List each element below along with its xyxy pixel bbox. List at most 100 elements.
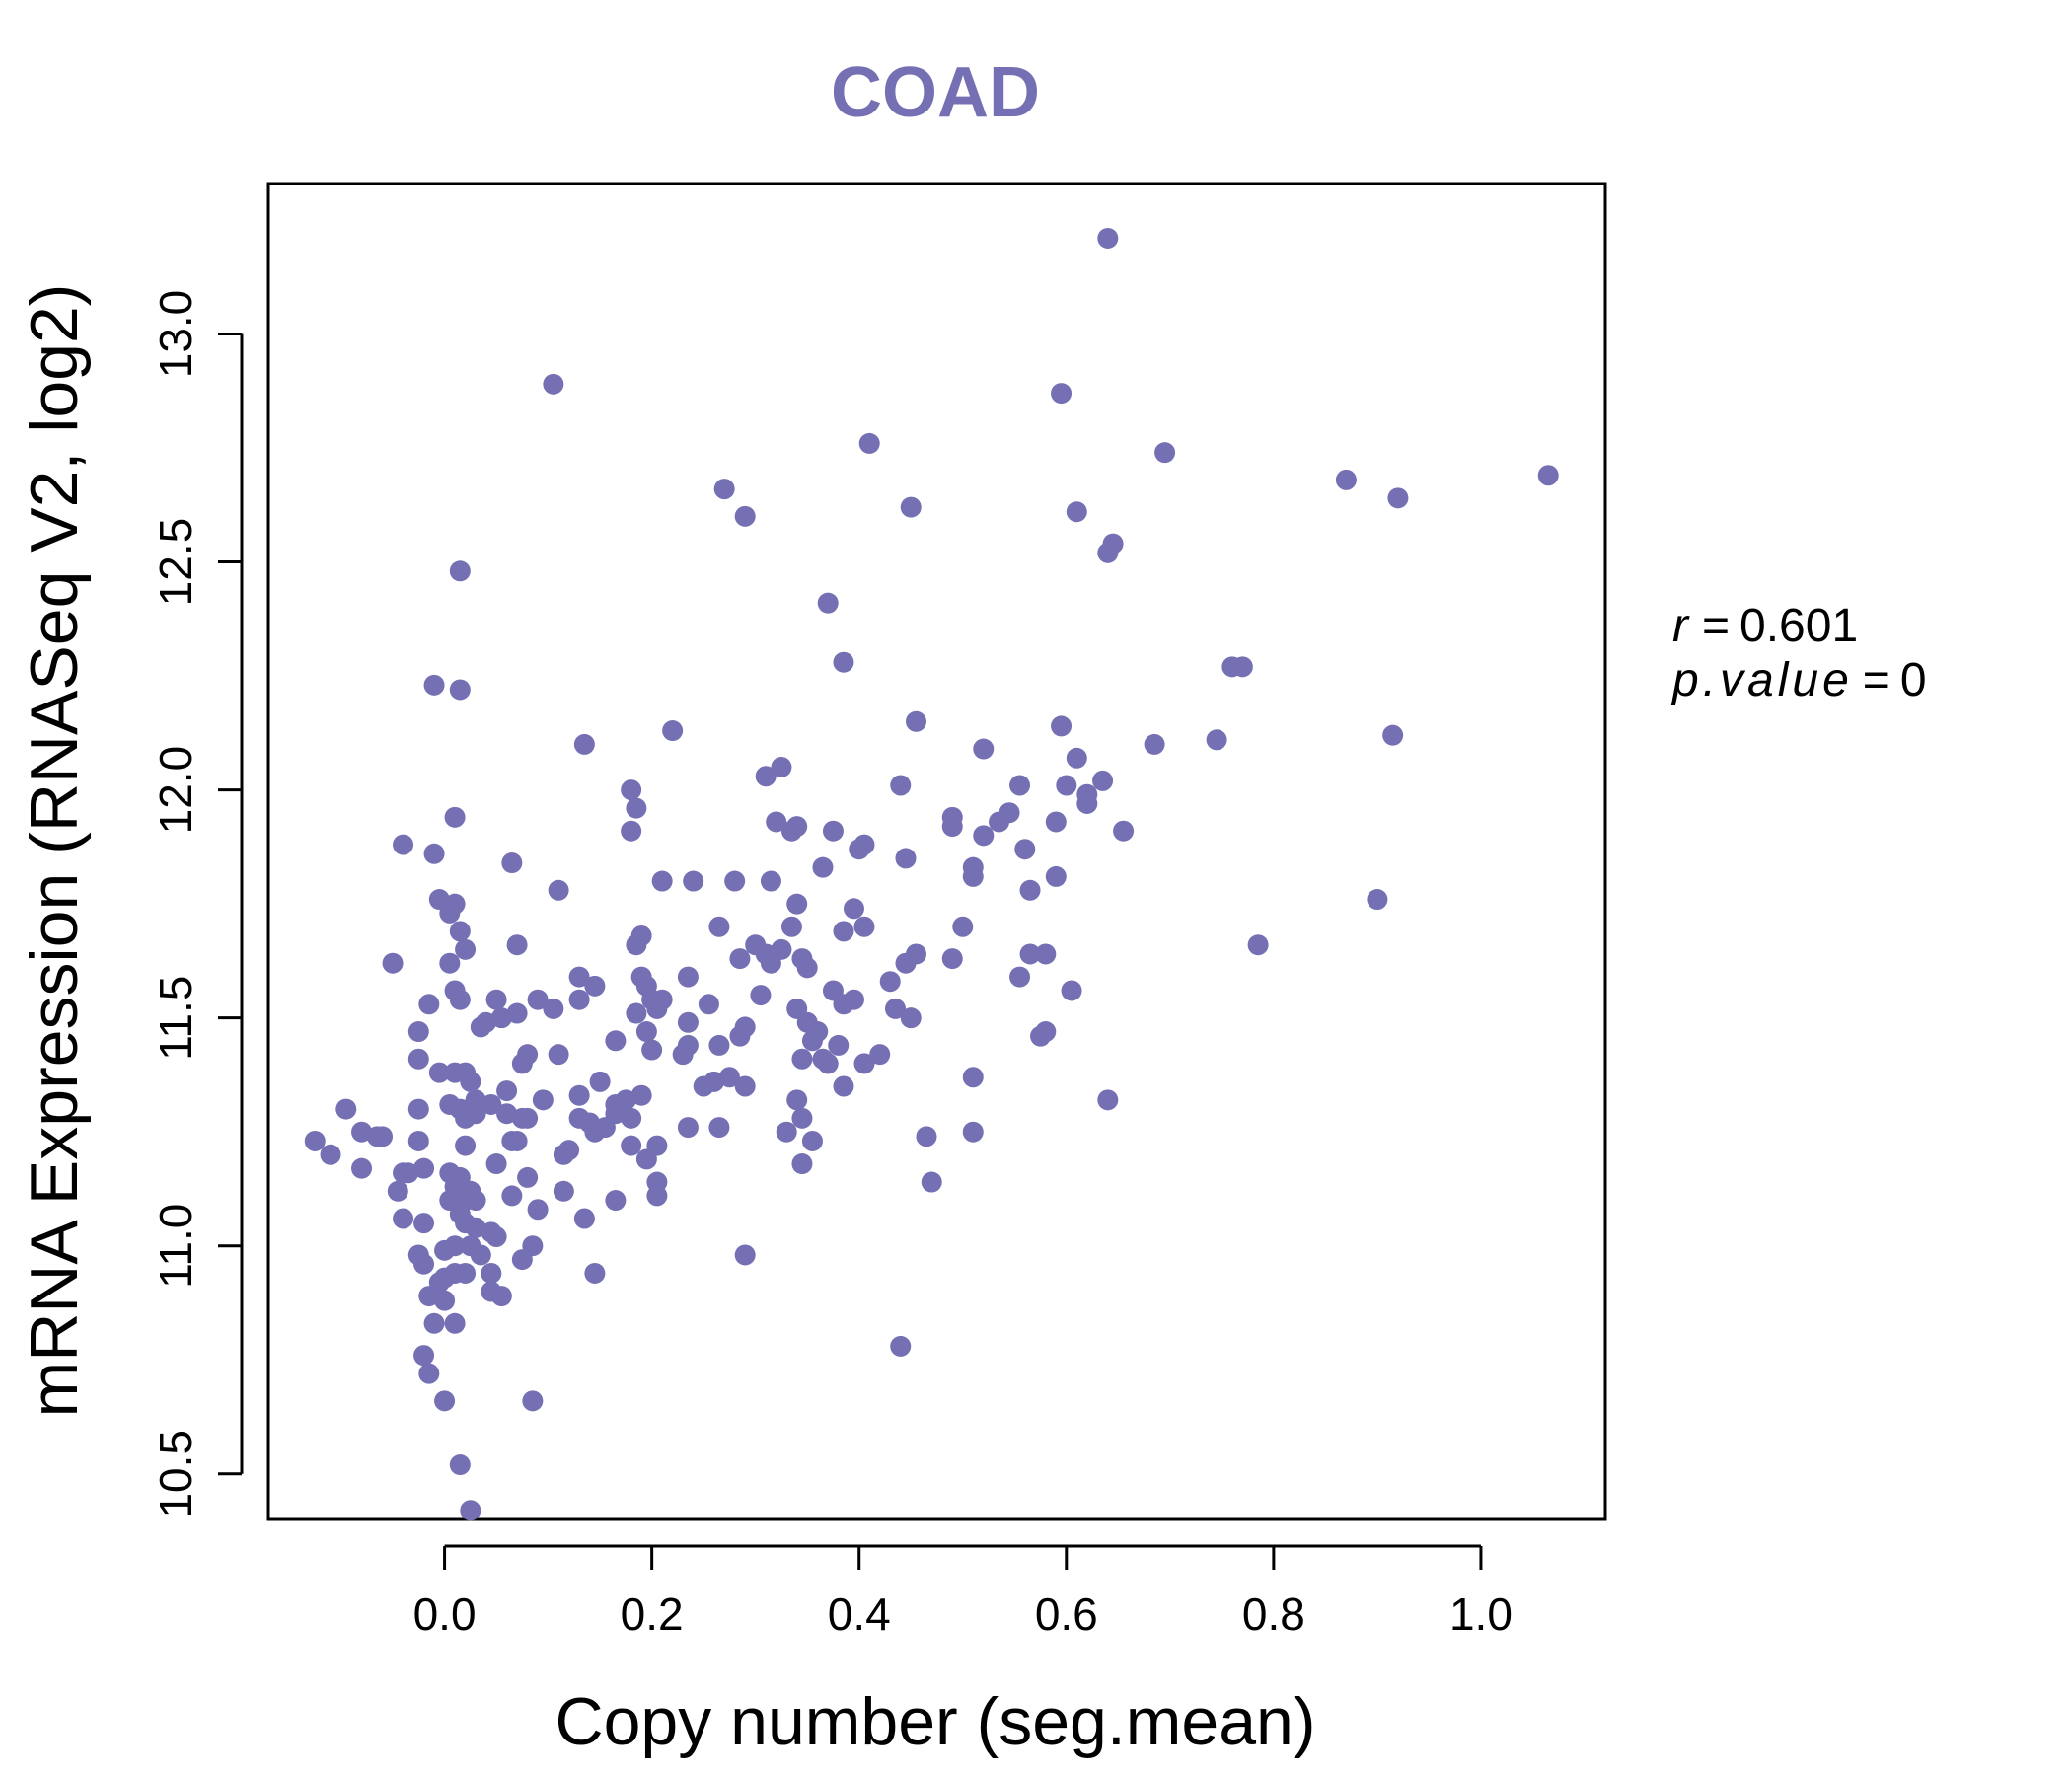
r-statistic: r = 0.601 bbox=[1672, 600, 1858, 652]
data-point bbox=[822, 820, 844, 842]
data-point bbox=[501, 852, 523, 874]
data-point bbox=[621, 779, 642, 801]
data-point bbox=[755, 766, 777, 787]
data-point bbox=[651, 870, 673, 892]
data-point bbox=[801, 1130, 823, 1151]
data-point bbox=[1206, 729, 1227, 751]
data-point bbox=[1097, 227, 1119, 249]
data-point bbox=[1092, 770, 1114, 791]
data-point bbox=[708, 1034, 730, 1056]
data-point bbox=[786, 1089, 808, 1111]
data-point bbox=[786, 893, 808, 915]
data-point bbox=[584, 975, 606, 997]
data-point bbox=[1045, 865, 1067, 887]
data-point bbox=[449, 679, 471, 701]
data-point bbox=[853, 1053, 875, 1074]
data-point bbox=[635, 1148, 657, 1170]
data-point bbox=[1076, 792, 1098, 814]
y-tick-label: 12.5 bbox=[150, 518, 201, 607]
data-point bbox=[1014, 839, 1036, 860]
data-point bbox=[734, 1244, 756, 1266]
data-point bbox=[621, 1107, 642, 1129]
data-point bbox=[698, 994, 719, 1015]
data-point bbox=[952, 916, 974, 937]
data-point bbox=[1154, 442, 1176, 464]
data-point bbox=[626, 934, 647, 956]
data-point bbox=[501, 1130, 523, 1151]
data-point bbox=[630, 1084, 652, 1106]
data-point bbox=[713, 479, 735, 500]
data-point bbox=[439, 952, 461, 974]
data-point bbox=[304, 1130, 326, 1151]
data-point bbox=[921, 1171, 942, 1193]
data-point bbox=[718, 1067, 740, 1088]
data-point bbox=[812, 856, 834, 878]
data-point bbox=[1030, 1025, 1052, 1047]
data-point bbox=[729, 1025, 751, 1047]
data-point bbox=[407, 1130, 429, 1151]
data-point bbox=[548, 879, 569, 901]
data-point bbox=[1009, 966, 1031, 988]
data-point bbox=[413, 1345, 435, 1367]
r-statistic-label: r bbox=[1672, 600, 1690, 652]
x-tick-label: 0.2 bbox=[621, 1589, 684, 1640]
data-point bbox=[413, 1157, 435, 1179]
data-point bbox=[677, 966, 699, 988]
data-point bbox=[485, 989, 507, 1010]
data-point bbox=[407, 1021, 429, 1043]
data-point bbox=[905, 710, 926, 732]
data-point bbox=[496, 1103, 518, 1125]
data-point bbox=[418, 1286, 440, 1307]
data-point bbox=[1382, 724, 1404, 746]
data-point bbox=[584, 1262, 606, 1284]
x-tick-label: 0.8 bbox=[1242, 1589, 1305, 1640]
data-point bbox=[962, 1067, 984, 1088]
data-point bbox=[828, 1034, 850, 1056]
data-point bbox=[511, 1053, 533, 1074]
data-point bbox=[387, 1180, 408, 1202]
p-value-statistic: p.value = 0 bbox=[1670, 654, 1927, 706]
p-value-value: 0 bbox=[1900, 654, 1927, 706]
data-point bbox=[449, 921, 471, 942]
data-point bbox=[527, 989, 549, 1010]
data-point bbox=[771, 757, 792, 778]
x-axis: 0.0 0.2 0.4 0.6 0.8 1.0 bbox=[413, 1544, 1513, 1640]
data-point bbox=[605, 1030, 627, 1052]
data-point bbox=[780, 916, 802, 937]
data-point bbox=[418, 1363, 440, 1384]
data-point bbox=[900, 496, 922, 518]
data-point bbox=[941, 816, 963, 838]
data-point bbox=[626, 1002, 647, 1024]
data-point bbox=[418, 994, 440, 1015]
data-point bbox=[858, 432, 880, 454]
plot-frame bbox=[266, 182, 1607, 1521]
data-point bbox=[449, 560, 471, 582]
data-point bbox=[833, 651, 854, 673]
data-point bbox=[791, 1048, 813, 1070]
data-point bbox=[1061, 980, 1082, 1001]
data-point bbox=[626, 797, 647, 819]
data-point bbox=[382, 952, 404, 974]
chart-title: COAD bbox=[831, 53, 1040, 132]
data-point bbox=[522, 1390, 544, 1412]
data-point bbox=[895, 848, 917, 869]
p-value-label: p.value bbox=[1670, 654, 1853, 706]
y-tick-label: 11.0 bbox=[150, 1204, 201, 1289]
data-point bbox=[796, 957, 818, 979]
data-point bbox=[760, 952, 781, 974]
data-point bbox=[900, 1007, 922, 1029]
data-point bbox=[833, 1075, 854, 1097]
data-point bbox=[1045, 811, 1067, 833]
data-point bbox=[398, 1162, 419, 1184]
data-point bbox=[884, 998, 906, 1019]
data-point bbox=[843, 898, 864, 920]
data-point bbox=[662, 720, 684, 742]
data-point bbox=[543, 998, 564, 1019]
data-point bbox=[372, 1126, 394, 1147]
data-point bbox=[335, 1098, 357, 1120]
data-point bbox=[750, 985, 772, 1006]
data-point bbox=[760, 870, 781, 892]
data-point bbox=[543, 373, 564, 395]
r-statistic-value: 0.601 bbox=[1739, 600, 1858, 652]
data-point bbox=[853, 834, 875, 855]
